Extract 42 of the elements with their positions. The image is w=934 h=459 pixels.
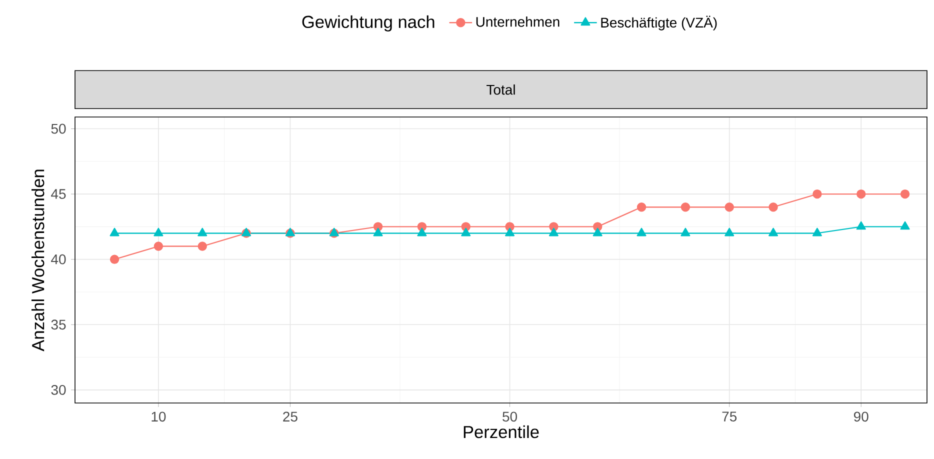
point	[680, 228, 690, 236]
point	[548, 228, 558, 236]
point	[154, 242, 164, 251]
y-tick-label: 50	[51, 124, 66, 134]
y-tick-label: 40	[51, 254, 66, 264]
chart-title: Total	[486, 84, 515, 95]
point	[110, 254, 120, 264]
legend-label: Beschäftigte (VZÄ)	[601, 16, 717, 30]
point	[373, 228, 383, 236]
point	[636, 228, 646, 236]
x-tick-label: 25	[283, 412, 298, 422]
point	[417, 228, 427, 236]
point	[768, 202, 778, 212]
point	[768, 228, 778, 236]
point	[505, 228, 515, 236]
y-axis-title: Anzahl Wochenstunden	[32, 170, 44, 352]
point	[680, 202, 690, 212]
legend-title: Gewichtung nach	[302, 15, 434, 32]
point	[198, 228, 208, 236]
point	[856, 221, 866, 230]
point	[812, 189, 822, 199]
point	[724, 202, 734, 212]
point	[636, 202, 646, 212]
point	[592, 228, 602, 236]
point	[198, 242, 207, 251]
point	[900, 189, 910, 199]
x-tick-label: 10	[152, 412, 166, 422]
legend-label: Unternehmen	[476, 16, 560, 27]
point	[154, 228, 164, 236]
x-axis-title: Perzentile	[464, 425, 539, 438]
y-tick-label: 30	[51, 384, 66, 395]
point	[724, 228, 734, 236]
point	[110, 228, 120, 236]
point	[900, 221, 910, 230]
x-tick-label: 90	[854, 412, 868, 422]
y-tick-label: 35	[51, 320, 66, 330]
point	[856, 189, 866, 199]
y-tick-label: 45	[51, 189, 66, 199]
point	[461, 228, 471, 236]
x-tick-label: 75	[722, 412, 737, 422]
point	[812, 228, 822, 236]
x-tick-label: 50	[502, 412, 518, 422]
